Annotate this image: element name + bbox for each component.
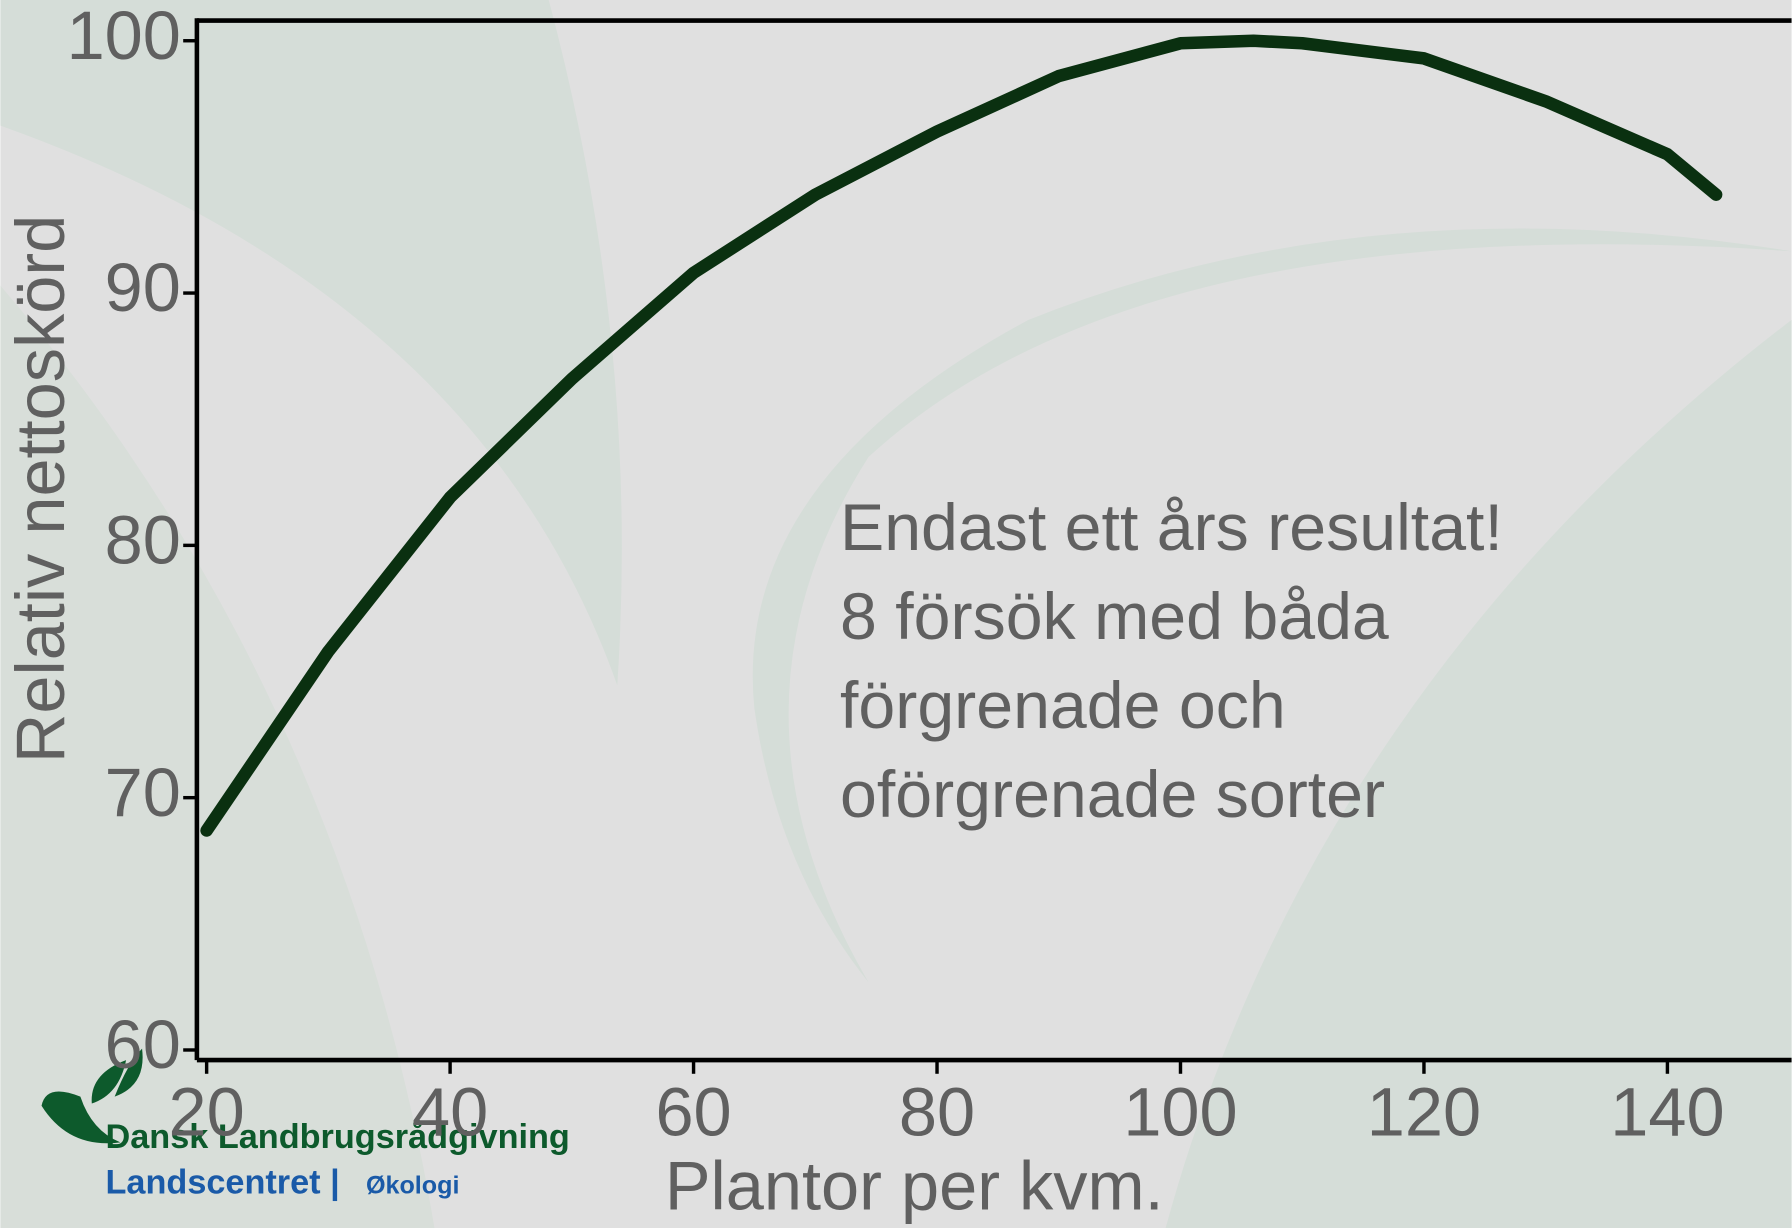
logo-icon: [41, 1048, 143, 1144]
x-tick-label: 60: [655, 1073, 731, 1150]
x-tick-label: 140: [1610, 1073, 1724, 1150]
annotation: oförgrenade sorter: [840, 758, 1385, 832]
leaf-decoration: [0, 285, 435, 1228]
y-tick-label: 70: [105, 754, 181, 831]
x-tick-label: 20: [169, 1073, 245, 1150]
y-axis-label: Relativ nettoskörd: [2, 215, 79, 763]
x-tick-label: 40: [412, 1073, 488, 1150]
x-tick-label: 80: [899, 1073, 975, 1150]
y-tick-label: 80: [105, 501, 181, 578]
leaf-decoration: [1165, 319, 1792, 1228]
logo-text: Dansk Landbrugsrådgivning: [106, 1118, 570, 1156]
x-tick-label: 120: [1367, 1073, 1481, 1150]
x-axis-label: Plantor per kvm.: [665, 1148, 1164, 1225]
annotation: förgrenade och: [840, 669, 1286, 743]
x-tick-label: 100: [1123, 1073, 1237, 1150]
annotation: 8 försök med båda: [840, 580, 1389, 654]
y-tick-label: 100: [67, 0, 181, 74]
y-tick-label: 90: [105, 249, 181, 326]
logo-text: Økologi: [366, 1172, 460, 1200]
annotation: Endast ett års resultat!: [840, 491, 1503, 565]
data-line: [200, 34, 1723, 837]
leaf-decoration: [0, 0, 622, 686]
y-tick-label: 60: [105, 1006, 181, 1083]
logo-text: Landscentret |: [106, 1164, 340, 1202]
